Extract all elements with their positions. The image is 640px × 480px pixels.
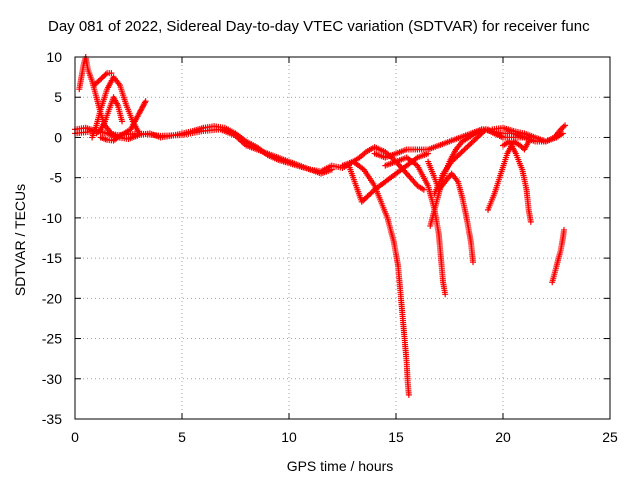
data-point xyxy=(108,70,115,77)
y-tick-label: -35 xyxy=(42,411,62,427)
series-track-08 xyxy=(339,158,412,398)
data-points xyxy=(72,54,569,398)
data-point xyxy=(328,166,335,173)
series-track-12 xyxy=(382,154,449,298)
series-track-15 xyxy=(431,126,532,197)
y-tick-label: -5 xyxy=(50,170,63,186)
data-point xyxy=(114,134,121,141)
data-point xyxy=(560,226,567,233)
x-axis-label: GPS time / hours xyxy=(286,458,394,474)
y-tick-label: -10 xyxy=(42,210,62,226)
x-tick-label: 0 xyxy=(71,429,79,445)
y-tick-label: 10 xyxy=(46,49,62,65)
y-tick-label: -30 xyxy=(42,371,62,387)
series-track-07 xyxy=(93,94,126,137)
y-tick-label: 0 xyxy=(54,129,62,145)
x-tick-label: 10 xyxy=(281,429,297,445)
data-point xyxy=(405,391,412,398)
data-point xyxy=(420,186,427,193)
chart-title: Day 081 of 2022, Sidereal Day-to-day VTE… xyxy=(48,18,590,35)
grid-lines xyxy=(75,57,610,419)
plot-frame xyxy=(74,56,611,420)
y-tick-label: 5 xyxy=(54,89,62,105)
data-point xyxy=(470,259,477,266)
series-track-10 xyxy=(350,144,427,193)
y-tick-label: -20 xyxy=(42,290,62,306)
x-tick-label: 15 xyxy=(388,429,404,445)
x-tick-label: 20 xyxy=(495,429,511,445)
series-track-18 xyxy=(489,122,569,145)
data-point xyxy=(136,130,143,137)
series-track-09 xyxy=(345,150,432,205)
series-track-17 xyxy=(500,138,534,225)
y-tick-label: -15 xyxy=(42,250,62,266)
series-track-06 xyxy=(91,70,115,89)
y-tick-label: -25 xyxy=(42,331,62,347)
tick-labels: 0 5 10 15 20 25 10 5 0 -5 -10 -15 -20 -25 -30 -35 xyxy=(42,49,618,445)
data-point xyxy=(141,99,148,106)
data-point xyxy=(527,218,534,225)
series-track-13 xyxy=(425,158,477,266)
data-point xyxy=(525,138,532,145)
x-tick-label: 25 xyxy=(602,429,618,445)
x-tick-label: 5 xyxy=(178,429,186,445)
data-point xyxy=(559,130,566,137)
data-point xyxy=(142,98,149,105)
data-point xyxy=(442,291,449,298)
series-track-19 xyxy=(549,226,567,286)
series-track-05 xyxy=(89,74,143,141)
series-track-16 xyxy=(485,138,532,213)
y-axis-label: SDTVAR / TECUs xyxy=(12,183,28,297)
data-point xyxy=(119,118,126,125)
data-point xyxy=(562,122,569,129)
